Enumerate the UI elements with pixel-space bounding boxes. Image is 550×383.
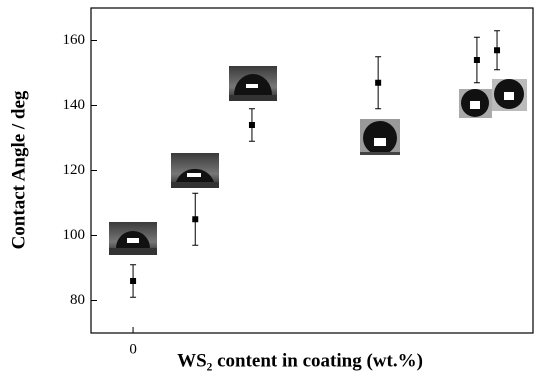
droplet-images — [109, 66, 527, 255]
y-axis-label: Contact Angle / deg — [8, 90, 29, 249]
droplet-image — [459, 89, 492, 118]
droplet-image — [360, 119, 400, 155]
droplet-image — [171, 153, 219, 188]
y-tick-label: 100 — [63, 227, 86, 243]
point — [192, 216, 199, 223]
point — [248, 122, 255, 128]
x-tick-label: 0 — [129, 341, 137, 357]
droplet-image — [109, 222, 157, 255]
point — [130, 278, 137, 284]
x-axis-label: WS₂ content in coating (wt.%) — [177, 350, 423, 371]
point — [473, 57, 480, 63]
y-tick-label: 140 — [63, 97, 86, 113]
plot-frame — [90, 7, 534, 334]
y-tick-label: 80 — [70, 292, 85, 308]
droplet-image — [492, 79, 527, 111]
point — [494, 47, 501, 54]
y-tick-label: 160 — [63, 32, 86, 48]
y-tick-label: 120 — [63, 162, 86, 178]
droplet-image — [229, 66, 277, 101]
point — [375, 79, 382, 86]
